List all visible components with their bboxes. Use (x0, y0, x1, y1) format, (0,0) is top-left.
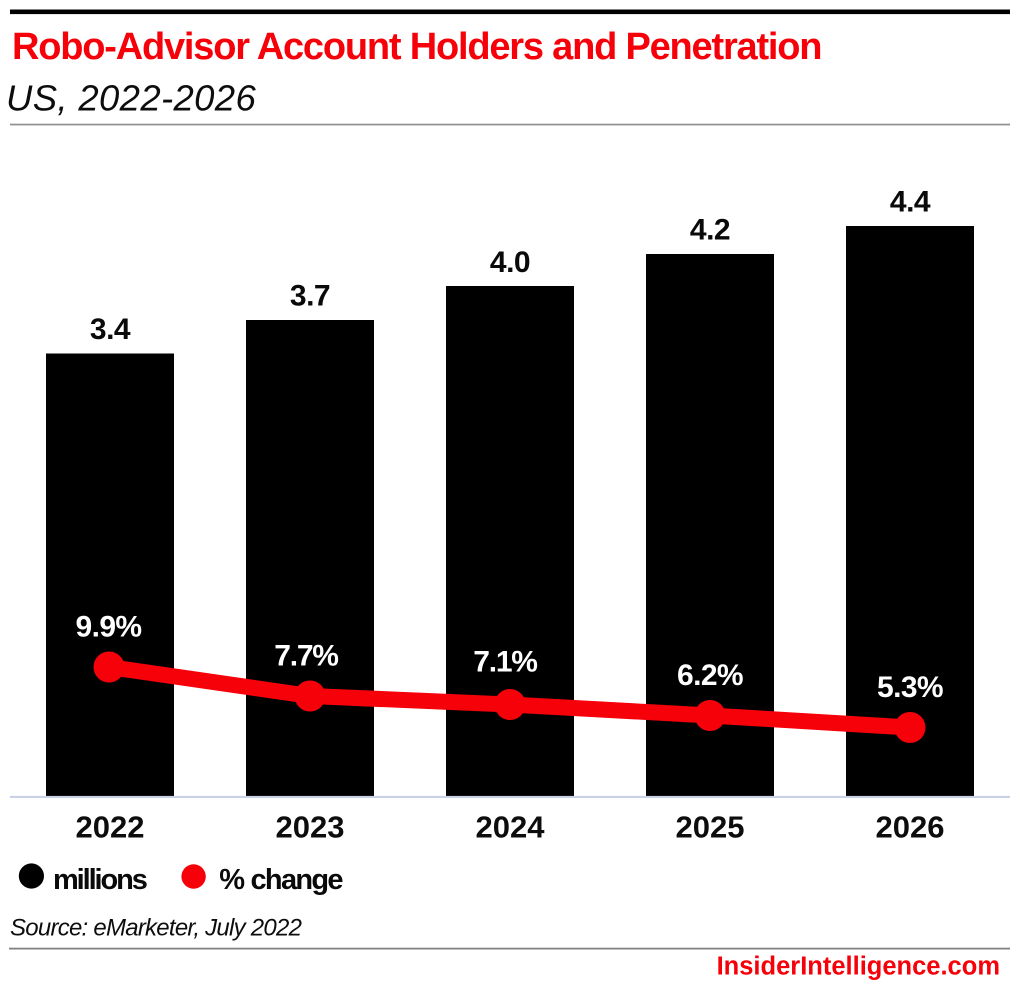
svg-text:InsiderIntelligence.com: InsiderIntelligence.com (717, 952, 1000, 980)
svg-text:7.1%: 7.1% (473, 645, 537, 678)
svg-text:2023: 2023 (276, 809, 345, 844)
svg-text:2025: 2025 (676, 809, 745, 844)
svg-text:4.4: 4.4 (890, 186, 931, 219)
svg-text:%change: % change (219, 864, 343, 896)
svg-text:2026: 2026 (876, 809, 945, 844)
svg-text:2022: 2022 (76, 809, 145, 844)
svg-text:4.0: 4.0 (490, 246, 530, 279)
svg-text:3.7: 3.7 (290, 280, 330, 313)
svg-text:2024: 2024 (476, 809, 546, 844)
svg-text:9.9%: 9.9% (76, 611, 142, 644)
svg-text:6.2%: 6.2% (677, 659, 743, 692)
svg-text:Robo-Advisor Account Holders a: Robo-Advisor Account Holders and Penetra… (12, 26, 821, 68)
svg-text:US, 2022-2026: US, 2022-2026 (6, 77, 256, 118)
svg-text:Source: eMarketer, July 2022: Source: eMarketer, July 2022 (10, 915, 302, 942)
svg-text:millions: millions (53, 864, 147, 896)
svg-text:3.4: 3.4 (90, 313, 131, 346)
svg-text:4.2: 4.2 (690, 214, 730, 247)
svg-text:5.3%: 5.3% (877, 671, 943, 704)
svg-text:7.7%: 7.7% (274, 639, 338, 672)
